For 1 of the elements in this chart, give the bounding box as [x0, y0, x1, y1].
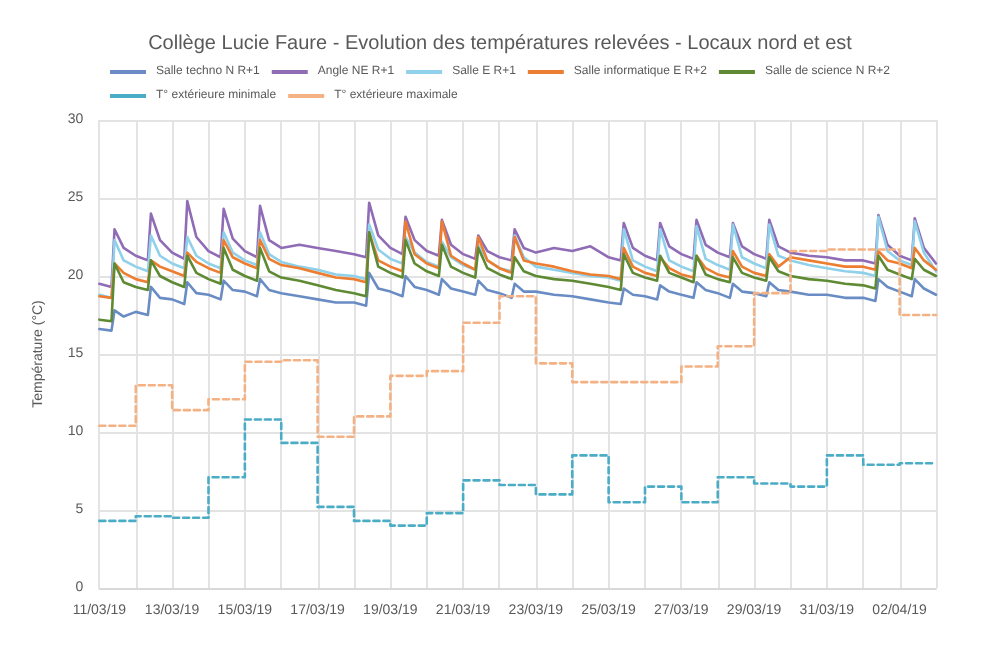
chart-title: Collège Lucie Faure - Evolution des températures relevées - Locaux nord et est — [148, 33, 853, 55]
